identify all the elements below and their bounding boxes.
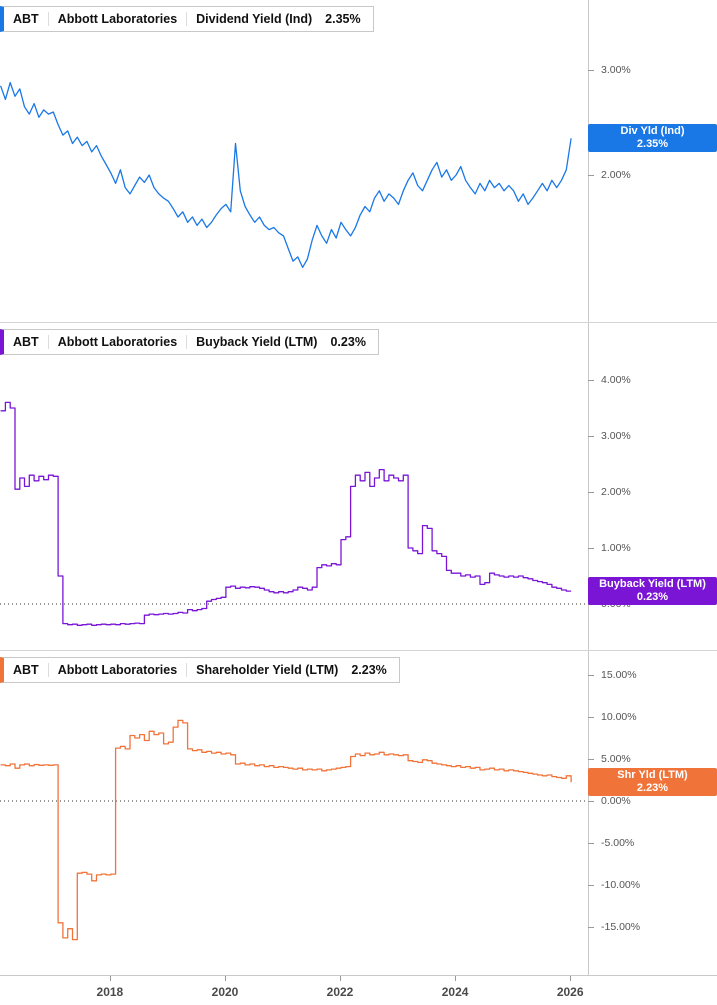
x-tick-mark (455, 976, 457, 981)
legend-divider (186, 663, 188, 677)
legend-divider (47, 335, 49, 349)
y-tick-label: 2.00% (599, 485, 633, 499)
y-tick-label: -15.00% (599, 920, 643, 934)
metric-name: Buyback Yield (LTM) (196, 335, 318, 349)
x-axis: 2018 2020 2022 2024 2026 (0, 975, 717, 1005)
ticker-label: ABT (13, 335, 39, 349)
ticker-label: ABT (13, 12, 39, 26)
x-axis-year-label: 2026 (556, 985, 584, 999)
y-tick-label: 3.00% (599, 429, 633, 443)
last-value-tag-buyback-yield: Buyback Yield (LTM) 0.23% (588, 577, 717, 606)
tag-metric-value: 2.35% (636, 138, 669, 151)
y-tick-label: 3.00% (599, 63, 633, 77)
panel-dividend-yield: 3.00% 2.00% ABT Abbott Laboratories Divid… (0, 0, 717, 322)
y-tick-label: -5.00% (599, 836, 637, 850)
x-axis-year-label: 2022 (326, 985, 354, 999)
metric-name: Dividend Yield (Ind) (196, 12, 313, 26)
x-axis-year-label: 2024 (441, 985, 469, 999)
buyback-yield-series-line (0, 401, 572, 626)
dividend-yield-legend: ABT Abbott Laboratories Dividend Yield (… (0, 6, 374, 32)
panel-shareholder-yield: 15.00% 10.00% 5.00% 0.00% -5.00% -10.00% -15.0… (0, 651, 717, 975)
legend-divider (47, 12, 49, 26)
buyback-yield-legend: ABT Abbott Laboratories Buyback Yield (L… (0, 329, 379, 355)
x-tick-mark (340, 976, 341, 981)
shareholder-yield-plot[interactable] (0, 651, 588, 975)
y-tick-label: -10.00% (599, 878, 643, 892)
metric-value: 0.23% (330, 335, 366, 349)
tag-metric-label: Shr Yld (LTM) (617, 769, 688, 782)
y-tick-label: 5.00% (599, 752, 633, 766)
legend-divider (186, 335, 188, 349)
shareholder-yield-legend: ABT Abbott Laboratories Shareholder Yiel… (0, 657, 400, 683)
panel-buyback-yield: 4.00%3.00%2.00%1.00%0.00% ABT Abbott Lab… (0, 323, 717, 650)
x-axis-year-label: 2020 (211, 985, 239, 999)
metric-value: 2.23% (351, 663, 387, 677)
legend-divider (47, 663, 49, 677)
dividend-yield-plot[interactable] (0, 0, 588, 322)
dividend-yield-series-line (0, 81, 572, 269)
y-tick-label: 0.00% (599, 794, 633, 808)
shareholder-yield-series-line (0, 719, 572, 941)
legend-divider (186, 12, 188, 26)
company-name: Abbott Laboratories (57, 12, 178, 26)
tag-metric-value: 0.23% (636, 591, 669, 604)
x-tick-mark (225, 976, 226, 981)
last-value-tag-shareholder-yield: Shr Yld (LTM) 2.23% (588, 768, 717, 797)
y-tick-label: 2.00% (599, 168, 633, 182)
tag-metric-label: Buyback Yield (LTM) (599, 578, 706, 591)
y-tick-label: 4.00% (599, 373, 633, 387)
tag-metric-label: Div Yld (Ind) (620, 125, 685, 138)
x-tick-mark (570, 976, 572, 981)
x-axis-year-label: 2018 (96, 985, 124, 999)
y-tick-label: 1.00% (599, 541, 633, 555)
x-tick-mark (109, 976, 111, 981)
y-axis-gutter-line (588, 0, 589, 975)
metric-value: 2.35% (325, 12, 361, 26)
company-name: Abbott Laboratories (57, 663, 178, 677)
panel-divider (0, 650, 717, 651)
last-value-tag-dividend-yield: Div Yld (Ind) 2.35% (588, 124, 717, 153)
company-name: Abbott Laboratories (57, 335, 178, 349)
tag-metric-value: 2.23% (636, 782, 669, 795)
y-tick-label: 15.00% (599, 668, 639, 682)
buyback-yield-plot[interactable] (0, 323, 588, 650)
y-tick-label: 10.00% (599, 710, 639, 724)
panel-divider (0, 322, 717, 323)
ticker-label: ABT (13, 663, 39, 677)
metric-name: Shareholder Yield (LTM) (196, 663, 339, 677)
